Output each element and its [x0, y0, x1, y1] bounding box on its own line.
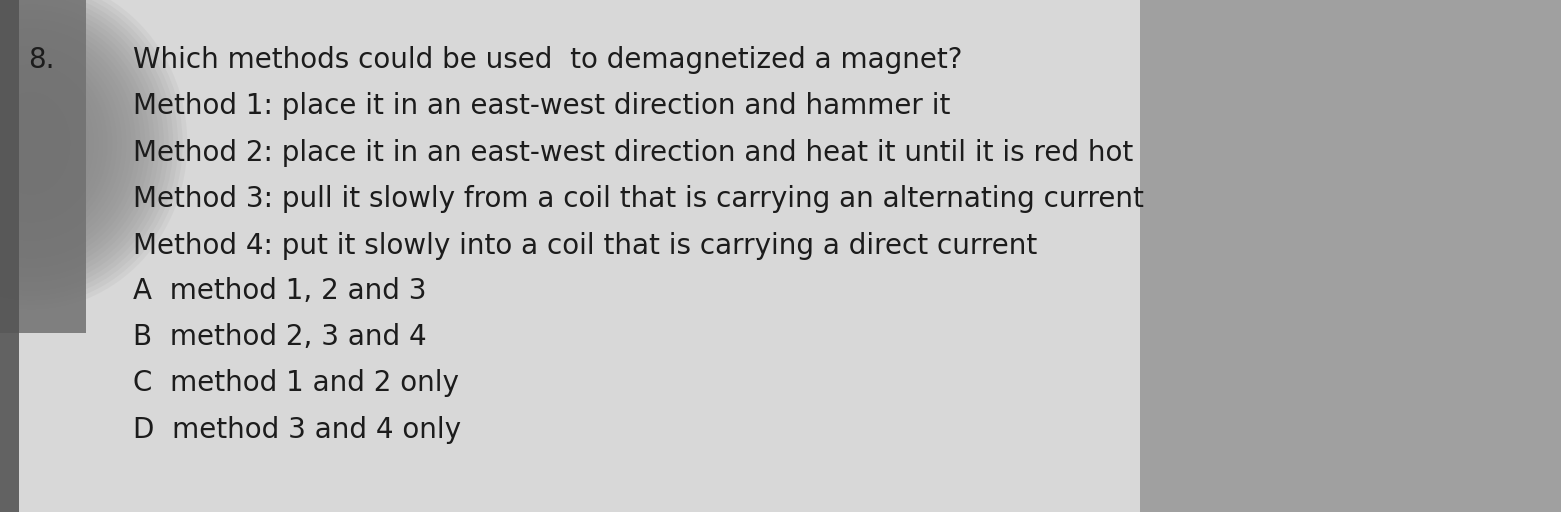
- Ellipse shape: [0, 0, 183, 305]
- Ellipse shape: [0, 5, 159, 282]
- Text: 8.: 8.: [28, 46, 55, 74]
- Ellipse shape: [0, 9, 155, 278]
- Ellipse shape: [0, 0, 173, 296]
- Bar: [1140, 0, 1561, 512]
- Text: Method 2: place it in an east-west direction and heat it until it is red hot: Method 2: place it in an east-west direc…: [133, 139, 1133, 167]
- Text: Method 3: pull it slowly from a coil that is carrying an alternating current: Method 3: pull it slowly from a coil tha…: [133, 185, 1144, 214]
- Ellipse shape: [0, 0, 187, 310]
- Ellipse shape: [0, 0, 169, 291]
- Text: C  method 1 and 2 only: C method 1 and 2 only: [133, 369, 459, 397]
- Ellipse shape: [0, 0, 178, 301]
- Text: Method 4: put it slowly into a coil that is carrying a direct current: Method 4: put it slowly into a coil that…: [133, 232, 1037, 260]
- Bar: [0, 0, 86, 333]
- Ellipse shape: [0, 14, 150, 273]
- Text: A  method 1, 2 and 3: A method 1, 2 and 3: [133, 276, 426, 305]
- Ellipse shape: [0, 0, 164, 287]
- Bar: [0, 0, 19, 512]
- Text: Method 1: place it in an east-west direction and hammer it: Method 1: place it in an east-west direc…: [133, 93, 951, 120]
- Text: D  method 3 and 4 only: D method 3 and 4 only: [133, 416, 460, 444]
- Text: Which methods could be used  to demagnetized a magnet?: Which methods could be used to demagneti…: [133, 46, 962, 74]
- Text: B  method 2, 3 and 4: B method 2, 3 and 4: [133, 323, 426, 351]
